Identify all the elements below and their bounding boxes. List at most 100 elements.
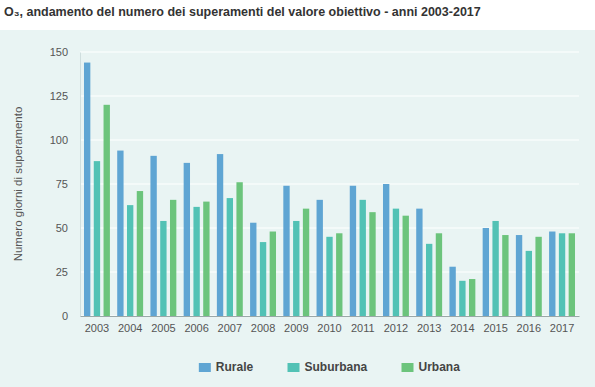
x-tick-label: 2015 — [483, 322, 507, 334]
x-tick: 2011 — [351, 316, 375, 334]
bar — [94, 161, 100, 316]
grid-line — [80, 139, 579, 140]
bar — [283, 186, 289, 316]
x-tick: 2004 — [118, 316, 142, 334]
x-tick: 2017 — [550, 316, 574, 334]
x-tick: 2005 — [151, 316, 175, 334]
bar — [150, 156, 156, 316]
x-tick-label: 2011 — [351, 322, 375, 334]
y-axis: 0 25 50 75 100 125 150 — [50, 46, 81, 322]
bar — [217, 154, 223, 316]
bar — [137, 191, 143, 316]
bar — [549, 232, 555, 316]
grid-line — [80, 51, 579, 52]
bar — [303, 209, 309, 316]
x-tick: 2013 — [417, 316, 441, 334]
legend-label: Urbana — [419, 360, 461, 374]
y-tick-label: 125 — [50, 90, 68, 102]
bar — [317, 200, 323, 316]
bar — [383, 184, 389, 316]
x-tick-label: 2006 — [184, 322, 208, 334]
y-tick-label: 150 — [50, 46, 68, 58]
y-tick: 150 — [50, 46, 80, 58]
bar — [117, 151, 123, 316]
x-tick: 2007 — [218, 316, 242, 334]
bar — [502, 235, 508, 316]
y-axis-line — [80, 53, 81, 317]
grid-line — [80, 95, 579, 96]
bar — [350, 186, 356, 316]
x-tick-label: 2010 — [317, 322, 341, 334]
bar — [170, 200, 176, 316]
y-axis-title: Numero giorni di superamento — [12, 107, 24, 262]
bars — [84, 63, 575, 316]
bar — [492, 221, 498, 316]
x-tick: 2012 — [384, 316, 408, 334]
y-tick-label: 25 — [56, 266, 68, 278]
y-tick: 50 — [56, 222, 80, 234]
y-tick-label: 50 — [56, 222, 68, 234]
bar — [436, 233, 442, 316]
y-tick: 25 — [56, 266, 80, 278]
bar — [535, 237, 541, 316]
legend-swatch — [402, 363, 414, 372]
bar — [369, 212, 375, 316]
bar-series — [94, 161, 565, 316]
bar — [326, 237, 332, 316]
legend-item: Suburbana — [288, 360, 368, 374]
bar — [160, 221, 166, 316]
bar — [416, 209, 422, 316]
chart: O₃, andamento del numero dei superamenti… — [0, 0, 595, 387]
bar — [393, 209, 399, 316]
x-tick-label: 2013 — [417, 322, 441, 334]
x-tick-label: 2012 — [384, 322, 408, 334]
bar — [559, 233, 565, 316]
bar — [403, 216, 409, 316]
bar — [193, 207, 199, 316]
bar — [526, 251, 532, 316]
grid — [80, 52, 579, 316]
x-tick: 2003 — [85, 316, 109, 334]
bar — [84, 63, 90, 316]
bar — [516, 235, 522, 316]
bar-series — [84, 63, 555, 316]
y-tick: 0 — [62, 310, 80, 322]
x-tick: 2006 — [184, 316, 208, 334]
bar — [270, 232, 276, 316]
x-tick-label: 2009 — [284, 322, 308, 334]
bar — [227, 198, 233, 316]
x-tick-label: 2016 — [517, 322, 541, 334]
bar — [260, 242, 266, 316]
legend-label: Rurale — [216, 360, 254, 374]
y-tick: 75 — [56, 178, 80, 190]
y-tick: 125 — [50, 90, 80, 102]
bar — [184, 163, 190, 316]
y-tick-label: 0 — [62, 310, 68, 322]
bar — [236, 182, 242, 316]
bar — [293, 221, 299, 316]
x-tick: 2015 — [483, 316, 507, 334]
legend: Rurale Suburbana Urbana — [199, 360, 460, 374]
bar — [127, 205, 133, 316]
legend-item: Rurale — [199, 360, 254, 374]
bar — [449, 267, 455, 316]
bar — [569, 233, 575, 316]
bar — [426, 244, 432, 316]
bar — [203, 202, 209, 316]
bar — [360, 200, 366, 316]
x-tick: 2009 — [284, 316, 308, 334]
legend-label: Suburbana — [305, 360, 368, 374]
bar — [104, 105, 110, 316]
y-tick-label: 75 — [56, 178, 68, 190]
x-tick-label: 2004 — [118, 322, 142, 334]
x-tick-label: 2014 — [450, 322, 474, 334]
plot: 0 25 50 75 100 125 150 2003 2004 2005 2006 2007 2008… — [50, 46, 580, 334]
y-tick-label: 100 — [50, 134, 68, 146]
x-tick: 2008 — [251, 316, 275, 334]
x-axis-line — [81, 316, 580, 317]
legend-item: Urbana — [402, 360, 461, 374]
x-tick: 2010 — [317, 316, 341, 334]
x-tick-label: 2007 — [218, 322, 242, 334]
x-axis: 2003 2004 2005 2006 2007 2008 2009 2010 2011 2012… — [81, 316, 580, 334]
bar — [250, 223, 256, 316]
